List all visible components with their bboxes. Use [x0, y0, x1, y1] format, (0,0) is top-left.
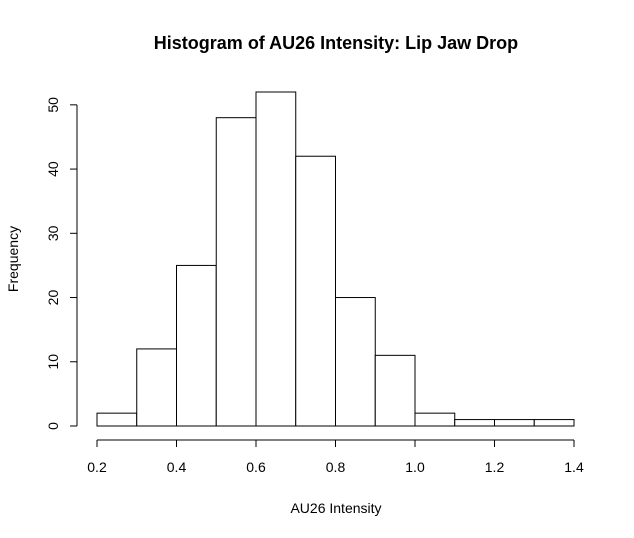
y-tick-label: 10 [45, 354, 61, 370]
histogram-bar [335, 297, 376, 427]
histogram-bar [454, 419, 495, 427]
y-tick-label: 50 [45, 97, 61, 113]
x-axis-label: AU26 Intensity [290, 500, 381, 516]
x-axis: 0.2 0.4 0.6 0.8 1.0 1.2 1.4 [87, 439, 584, 475]
histogram-bar [533, 419, 575, 427]
histogram-bar [215, 117, 257, 427]
histogram-bar [255, 91, 297, 427]
y-tick-label: 40 [45, 161, 61, 177]
histogram-bar [96, 412, 138, 427]
x-tick-label: 0.8 [326, 459, 346, 475]
histogram-bar [374, 354, 416, 427]
y-tick-label: 0 [45, 422, 61, 430]
histogram-bar [414, 412, 456, 427]
histogram-bar [136, 348, 177, 427]
y-tick-label: 30 [45, 225, 61, 241]
x-tick-label: 1.0 [405, 459, 425, 475]
x-tick-label: 1.2 [485, 459, 505, 475]
y-axis-label: Frequency [5, 226, 21, 292]
histogram-bar [494, 419, 535, 427]
histogram-bar [176, 264, 217, 427]
x-tick-label: 1.4 [564, 459, 584, 475]
histogram-bar [295, 155, 336, 427]
chart-title: Histogram of AU26 Intensity: Lip Jaw Dro… [154, 33, 518, 53]
x-tick-label: 0.4 [167, 459, 187, 475]
x-tick-label: 0.2 [87, 459, 107, 475]
bars-group [96, 91, 575, 427]
y-axis: 0 10 20 30 40 50 [45, 97, 78, 430]
y-tick-label: 20 [45, 290, 61, 306]
x-tick-label: 0.6 [246, 459, 266, 475]
